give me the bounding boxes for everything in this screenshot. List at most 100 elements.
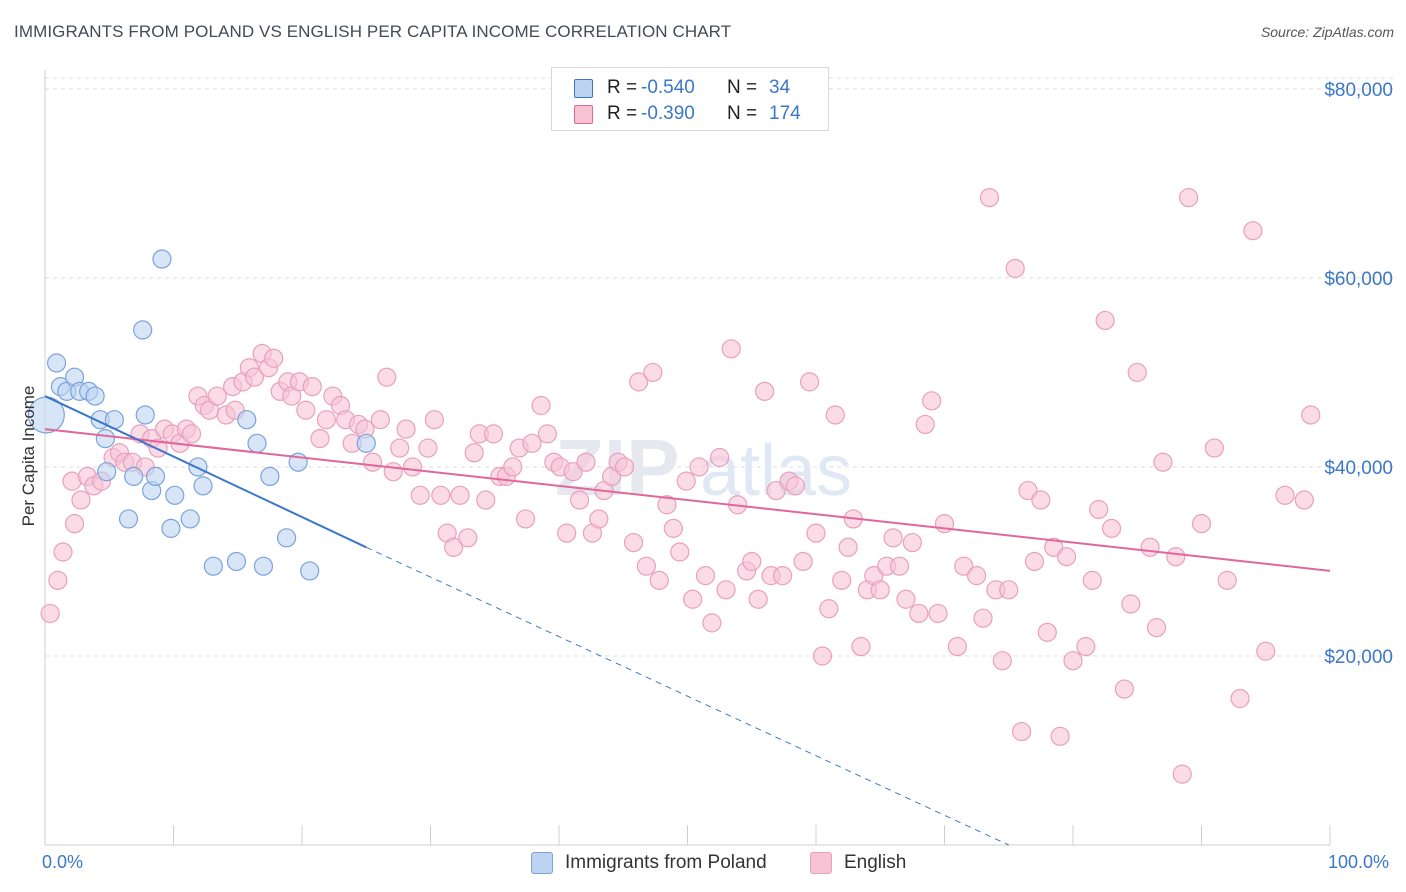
english-point [40,603,60,624]
bottom-legend-label-poland: Immigrants from Poland [565,852,767,873]
english-point [1217,570,1237,590]
english-point [670,542,690,562]
english-point [676,471,696,491]
english-point [531,395,551,416]
english-point [1005,258,1025,279]
english-point [515,509,536,529]
english-point [883,528,903,548]
poland-point [226,551,247,572]
english-point [1275,485,1295,505]
english-point [1172,764,1192,784]
poland-point [95,428,115,449]
poland-point [276,528,297,548]
english-point [1024,551,1045,572]
y-tick-label: $40,000 [1324,458,1393,479]
english-point [973,608,993,628]
english-point [838,537,858,557]
english-point [563,462,583,482]
english-point [623,532,644,553]
poland-point [237,410,257,430]
poland-point [356,433,376,453]
english-point [785,476,806,496]
english-point [636,556,656,576]
english-point [302,377,322,397]
english-point [1243,221,1263,241]
english-point [316,410,337,430]
english-point [870,580,890,600]
english-point [363,452,383,472]
legend-n-value: 174 [769,103,801,124]
english-point [424,410,444,430]
english-point [64,514,85,534]
english-point [1166,547,1186,567]
english-point [476,490,496,510]
english-point [1018,480,1038,501]
english-point [721,339,741,359]
english-point [742,551,762,572]
english-point [702,613,722,633]
legend-r-value: -0.390 [641,103,695,124]
english-point [1101,518,1122,538]
english-point [793,551,813,572]
english-point [657,495,677,515]
english-point [992,651,1012,671]
english-point [710,447,730,468]
poland-point [118,509,139,529]
poland-point [180,509,200,529]
legend-swatch-poland [574,78,593,98]
english-point [1063,651,1083,671]
legend-r-value: -0.540 [641,77,695,98]
english-point [410,485,430,505]
english-point [1127,362,1147,383]
english-point [902,532,922,553]
poland-point [145,466,166,487]
english-point [663,518,683,538]
english-point [1191,514,1212,534]
y-tick-label: $80,000 [1324,80,1393,101]
english-point [383,462,403,482]
english-point [569,490,590,510]
english-point [819,599,839,619]
poland-trend-line [44,395,367,549]
english-point [643,362,663,383]
english-point [1121,594,1141,614]
english-point [1089,499,1109,520]
english-point [851,636,871,657]
legend-row-poland: R = -0.540 N = 34 [574,76,809,100]
english-point [589,509,609,529]
english-point [396,419,416,439]
english-point [537,424,558,444]
english-point [683,589,703,609]
english-point [377,367,397,387]
poland-point [300,561,320,581]
english-point [967,566,987,586]
english-trend-line [44,428,1331,572]
english-point [896,589,916,609]
english-point [390,438,410,458]
english-point [909,603,929,624]
english-point [402,457,423,477]
legend-n-value: 34 [769,77,791,98]
english-point [1146,618,1167,638]
bottom-legend-english: English [810,852,906,874]
x-tick-label-max: 100.0% [1328,852,1390,872]
legend-r-label: R = [607,103,638,124]
english-point [979,187,1000,208]
english-point [1179,187,1199,208]
english-point [244,367,265,387]
english-point [458,528,478,548]
poland-point [124,466,144,487]
english-point [614,457,635,477]
english-point [1076,636,1096,657]
poland-point [152,249,172,269]
english-point [431,485,451,505]
english-point [1294,490,1314,510]
english-point [444,537,464,557]
english-point [649,570,669,590]
english-point [1082,570,1102,590]
english-point [181,424,202,444]
poland-point [203,556,223,576]
english-point [207,386,227,406]
english-point [483,424,504,444]
english-point [1011,721,1032,742]
